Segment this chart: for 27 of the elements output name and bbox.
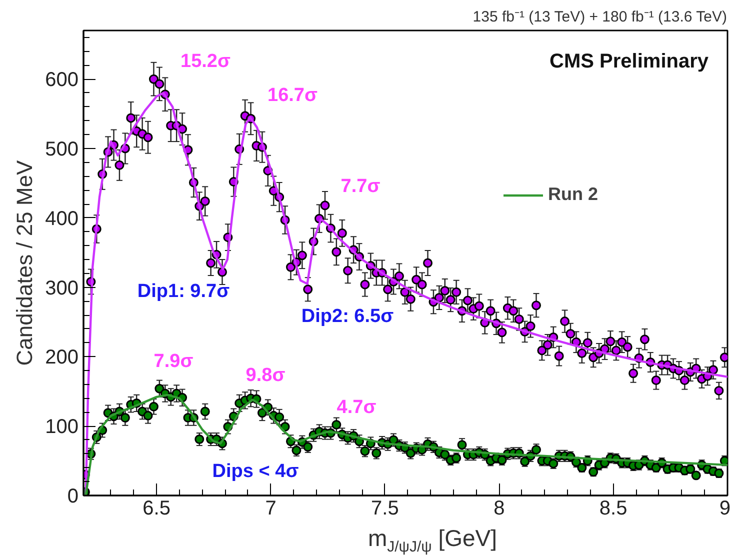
y-tick-label: 500 — [45, 138, 79, 160]
annotation: 15.2σ — [180, 51, 230, 72]
annotation: 16.7σ — [268, 85, 318, 106]
x-tick-label: 8.5 — [599, 498, 628, 520]
annotation: CMS Preliminary — [550, 50, 710, 72]
x-tick-label: 7 — [265, 498, 276, 520]
x-tick-label: 8 — [494, 498, 505, 520]
annotation: Dip1: 9.7σ — [137, 281, 230, 302]
y-axis-title: Candidates / 25 MeV — [12, 160, 38, 366]
legend-label: Run 2 — [548, 184, 598, 205]
x-tick-label: 6.5 — [142, 498, 170, 520]
chart-title: 135 fb⁻¹ (13 TeV) + 180 fb⁻¹ (13.6 TeV) — [472, 8, 727, 26]
annotation: Dip2: 6.5σ — [301, 306, 394, 327]
x-tick-label: 7.5 — [371, 498, 399, 520]
annotation: 4.7σ — [336, 397, 376, 418]
y-tick-label: 100 — [45, 416, 79, 438]
y-tick-label: 400 — [45, 208, 79, 230]
y-tick-label: 0 — [67, 486, 78, 508]
x-tick-label: 9 — [719, 498, 730, 520]
annotation: 7.7σ — [340, 176, 380, 197]
x-axis-title: m$_{J/ψJ/ψ}$ [GeV] — [368, 525, 498, 557]
y-tick-label: 600 — [45, 69, 79, 92]
annotation: 9.8σ — [246, 365, 286, 386]
annotation: 7.9σ — [154, 351, 194, 372]
y-tick-label: 300 — [45, 277, 79, 300]
y-tick-label: 200 — [45, 346, 79, 369]
annotation: Dips < 4σ — [212, 461, 299, 482]
